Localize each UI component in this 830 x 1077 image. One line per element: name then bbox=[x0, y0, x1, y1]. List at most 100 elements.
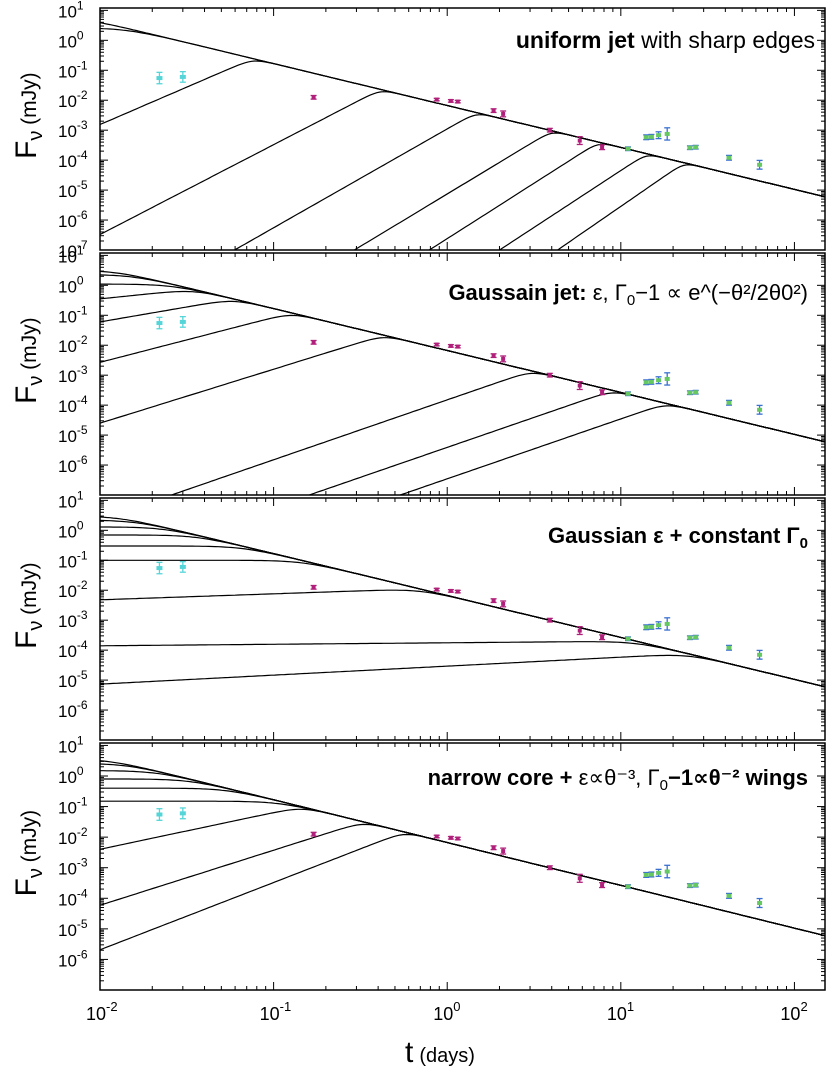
late-data-point bbox=[643, 871, 650, 879]
panel-title-rest: ε∝θ⁻³, Γ bbox=[572, 765, 659, 790]
late-data-point bbox=[655, 376, 662, 385]
optical-data-point bbox=[433, 834, 440, 839]
data-marker bbox=[434, 587, 439, 592]
y-tick-base: 10 bbox=[58, 860, 77, 879]
y-tick-exponent: 1 bbox=[77, 733, 84, 747]
data-marker bbox=[179, 564, 186, 569]
data-marker bbox=[455, 99, 460, 104]
panel-gaussian-constant: Gaussian ε + constant Γ0 bbox=[548, 523, 808, 552]
y-tick-exponent: -1 bbox=[77, 303, 88, 317]
optical-data-point bbox=[599, 144, 606, 151]
data-marker bbox=[179, 74, 186, 79]
y-tick-label: 10-3 bbox=[58, 118, 88, 141]
data-marker bbox=[455, 589, 460, 594]
y-tick-label: 10-1 bbox=[58, 548, 88, 571]
panel-title-gaussian-jet: Gaussain jet: ε, Γ0−1 ∝ e^(−θ²/2θ0²) bbox=[448, 280, 808, 309]
late-data-point bbox=[648, 133, 655, 140]
y-tick-base: 10 bbox=[58, 397, 77, 416]
panel-narrow-core: narrow core + ε∝θ⁻³, Γ0−1∝θ⁻² wings bbox=[428, 765, 808, 794]
y-tick-label: 10-6 bbox=[58, 453, 88, 476]
y-tick-exponent: -6 bbox=[77, 947, 88, 961]
data-marker bbox=[664, 621, 670, 626]
data-marker bbox=[311, 95, 316, 100]
y-label-sub: ν bbox=[25, 376, 47, 386]
data-marker bbox=[648, 134, 654, 139]
y-tick-base: 10 bbox=[58, 829, 77, 848]
optical-data-point bbox=[599, 882, 606, 889]
late-data-point bbox=[726, 154, 733, 161]
data-marker bbox=[156, 812, 163, 817]
x-tick-base: 10 bbox=[780, 1004, 800, 1024]
y-tick-base: 10 bbox=[58, 337, 77, 356]
model-curve-7 bbox=[100, 823, 825, 937]
optical-data-point bbox=[454, 836, 461, 841]
y-tick-exponent: -1 bbox=[77, 548, 88, 562]
y-tick-base: 10 bbox=[58, 212, 77, 231]
optical-data-point bbox=[454, 589, 461, 594]
y-tick-exponent: 1 bbox=[77, 243, 84, 257]
y-tick-base: 10 bbox=[58, 122, 77, 141]
late-data-point bbox=[625, 884, 632, 890]
y-tick-exponent: 1 bbox=[77, 488, 84, 502]
y-tick-exponent: -2 bbox=[77, 578, 88, 592]
early-data-point bbox=[156, 71, 163, 85]
y-tick-exponent: -5 bbox=[77, 917, 88, 931]
y-tick-label: 10-3 bbox=[58, 856, 88, 879]
optical-data-point bbox=[310, 94, 317, 100]
panel-gaussian-jet: Gaussain jet: ε, Γ0−1 ∝ e^(−θ²/2θ0²) bbox=[448, 280, 808, 309]
data-marker bbox=[577, 628, 582, 633]
model-curve-9 bbox=[398, 405, 825, 495]
data-marker bbox=[757, 901, 763, 906]
panel-title-rest: ε + constant Γ bbox=[647, 523, 800, 548]
y-tick-exponent: -6 bbox=[77, 208, 88, 222]
optical-data-point bbox=[433, 342, 440, 347]
panel-title-narrow-core: narrow core + ε∝θ⁻³, Γ0−1∝θ⁻² wings bbox=[428, 765, 808, 794]
y-tick-base: 10 bbox=[58, 522, 77, 541]
data-marker bbox=[179, 811, 186, 816]
data-marker bbox=[664, 376, 670, 381]
panel-title-sub: 0 bbox=[660, 777, 668, 794]
y-tick-base: 10 bbox=[58, 2, 77, 21]
model-curve-4 bbox=[100, 787, 825, 937]
model-curve-3 bbox=[100, 534, 825, 688]
data-marker bbox=[687, 390, 693, 395]
data-marker bbox=[625, 391, 631, 396]
data-marker bbox=[656, 378, 662, 383]
late-data-point bbox=[625, 391, 632, 397]
late-data-point bbox=[756, 404, 763, 415]
data-marker bbox=[625, 146, 631, 151]
model-curve-2 bbox=[100, 770, 825, 937]
late-data-point bbox=[643, 624, 650, 631]
optical-data-point bbox=[599, 389, 606, 396]
late-data-point bbox=[655, 621, 662, 630]
x-tick-base: 10 bbox=[433, 1004, 453, 1024]
data-marker bbox=[179, 319, 186, 324]
data-marker bbox=[547, 128, 552, 133]
y-tick-base: 10 bbox=[58, 32, 77, 51]
y-tick-label: 10-4 bbox=[58, 393, 88, 416]
optical-data-point bbox=[576, 136, 583, 146]
y-tick-base: 10 bbox=[58, 582, 77, 601]
data-marker bbox=[656, 870, 662, 875]
data-marker bbox=[687, 635, 693, 640]
data-marker bbox=[311, 832, 316, 837]
y-tick-label: 10-4 bbox=[58, 638, 88, 661]
data-marker bbox=[156, 76, 163, 81]
y-tick-label: 100 bbox=[58, 273, 84, 296]
y-tick-exponent: -3 bbox=[77, 118, 88, 132]
y-tick-label: 101 bbox=[58, 243, 84, 266]
x-tick-exponent: 1 bbox=[627, 999, 634, 1014]
data-marker bbox=[693, 390, 699, 395]
y-label-main: F bbox=[10, 878, 43, 896]
data-marker bbox=[547, 865, 552, 870]
data-marker bbox=[448, 343, 453, 348]
model-curve-6 bbox=[100, 589, 825, 688]
late-data-point bbox=[726, 644, 733, 651]
y-tick-label: 10-6 bbox=[58, 947, 88, 970]
y-tick-label: 100 bbox=[58, 518, 84, 541]
model-curve-3 bbox=[100, 290, 825, 443]
data-marker bbox=[491, 845, 496, 850]
y-tick-label: 100 bbox=[58, 764, 84, 787]
data-marker bbox=[687, 883, 693, 888]
